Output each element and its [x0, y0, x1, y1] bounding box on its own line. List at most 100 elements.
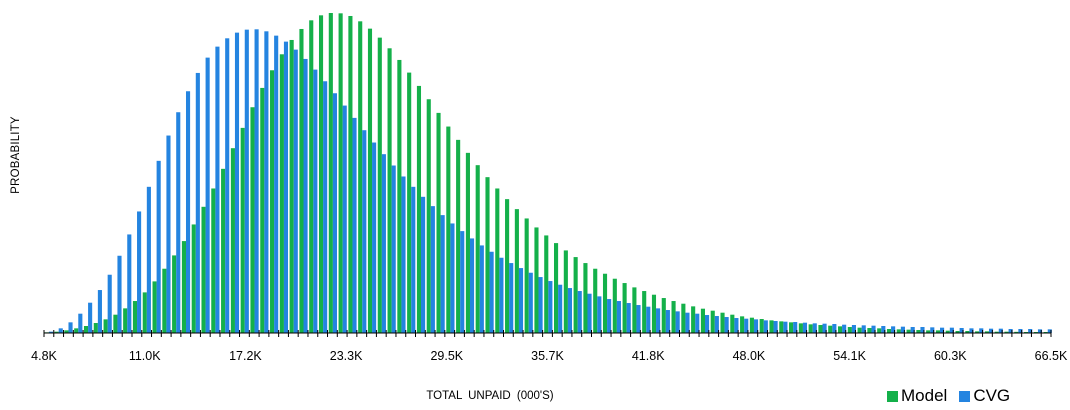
bar-model-43: [465, 152, 470, 333]
bar-model-61: [642, 291, 647, 333]
bar-model-34: [377, 37, 382, 333]
bar-cvg-94: [969, 328, 974, 333]
bar-cvg-17: [215, 46, 220, 333]
bar-cvg-76: [793, 322, 798, 333]
bar-model-27: [309, 20, 314, 333]
bar-model-19: [230, 148, 235, 333]
bar-model-72: [749, 317, 754, 333]
bar-model-53: [563, 250, 568, 333]
bar-cvg-6: [107, 274, 112, 333]
bar-cvg-10: [146, 186, 151, 333]
bar-cvg-53: [567, 288, 573, 333]
bar-cvg-39: [430, 206, 435, 333]
x-tick-label: 60.3K: [934, 349, 967, 363]
bar-cvg-24: [283, 41, 289, 333]
bar-model-18: [221, 168, 226, 333]
bar-model-57: [602, 273, 608, 333]
bar-cvg-12: [166, 135, 171, 333]
bar-model-92: [945, 330, 950, 333]
bar-model-65: [681, 303, 686, 333]
bar-model-60: [632, 287, 637, 333]
x-tick-label: 54.1K: [833, 349, 866, 363]
bar-model-15: [191, 224, 196, 333]
bar-cvg-26: [303, 58, 308, 333]
bar-model-46: [495, 188, 500, 333]
bar-model-64: [671, 301, 676, 333]
bar-model-12: [162, 268, 167, 333]
bar-cvg-3: [78, 313, 83, 333]
bar-model-76: [789, 322, 794, 333]
bar-cvg-28: [323, 81, 328, 333]
bar-model-9: [132, 301, 138, 333]
bar-cvg-83: [861, 325, 866, 333]
bar-model-62: [651, 294, 657, 333]
bar-cvg-55: [587, 293, 592, 333]
legend-item-cvg: CVG: [959, 386, 1010, 406]
bar-cvg-70: [734, 318, 739, 333]
bar-cvg-8: [127, 234, 132, 333]
bar-cvg-60: [636, 305, 641, 333]
bar-model-41: [446, 126, 451, 333]
bar-cvg-43: [469, 238, 475, 333]
bar-model-70: [730, 314, 735, 333]
bar-model-75: [779, 321, 784, 333]
bar-cvg-37: [411, 186, 416, 333]
x-tick-label: 29.5K: [430, 349, 463, 363]
x-tick-label: 17.2K: [229, 349, 262, 363]
bar-model-83: [857, 327, 862, 333]
x-tick-label: 41.8K: [632, 349, 665, 363]
bar-cvg-5: [97, 290, 102, 333]
bar-model-89: [916, 330, 921, 333]
bar-cvg-71: [744, 318, 749, 333]
bar-cvg-42: [460, 231, 465, 333]
bar-model-82: [847, 327, 852, 333]
bar-cvg-78: [812, 323, 817, 333]
y-axis-label-wrap: PROBABILITY: [9, 95, 23, 215]
bar-model-67: [700, 308, 705, 333]
x-tick-labels-group: 4.8K 11.0K 17.2K 23.3K 29.5K 35.7K 41.8K 48.0K 5…: [31, 349, 1068, 363]
bar-cvg-20: [244, 29, 249, 334]
bar-cvg-62: [656, 308, 661, 333]
bar-model-24: [279, 54, 284, 333]
legend-swatch-cvg: [959, 390, 971, 402]
bar-cvg-18: [225, 38, 230, 334]
bar-cvg-65: [685, 312, 690, 333]
bar-model-50: [534, 227, 539, 333]
bar-cvg-35: [391, 165, 396, 333]
bar-model-36: [397, 59, 402, 333]
bar-model-51: [544, 235, 549, 333]
bar-cvg-51: [548, 281, 553, 333]
bar-cvg-68: [714, 316, 719, 333]
bar-model-40: [436, 112, 441, 333]
x-ticks-group: [43, 330, 1052, 337]
bar-cvg-73: [763, 320, 768, 333]
bar-model-58: [612, 278, 617, 333]
bar-model-84: [867, 328, 872, 333]
bar-model-93: [955, 331, 960, 333]
bar-cvg-25: [293, 49, 298, 333]
bar-model-56: [593, 268, 598, 333]
bar-model-31: [348, 15, 353, 334]
bar-model-71: [740, 316, 745, 333]
bar-cvg-44: [479, 245, 484, 333]
bar-model-39: [426, 99, 431, 334]
bar-model-16: [201, 206, 206, 333]
bar-cvg-52: [558, 284, 563, 333]
bar-cvg-22: [264, 31, 269, 334]
x-tick-label: 11.0K: [129, 349, 161, 363]
bar-cvg-9: [137, 211, 142, 333]
bar-model-25: [289, 39, 294, 333]
bar-model-63: [661, 298, 666, 333]
bar-cvg-91: [940, 327, 945, 333]
bar-cvg-21: [254, 29, 259, 334]
bar-model-98: [1004, 331, 1009, 333]
bar-model-44: [475, 165, 480, 333]
bar-model-2: [64, 330, 69, 333]
bar-cvg-100: [1028, 329, 1033, 333]
bar-model-95: [975, 331, 980, 333]
bar-cvg-31: [352, 117, 357, 333]
bar-model-17: [211, 188, 216, 333]
bar-model-87: [896, 329, 901, 333]
bar-model-74: [769, 320, 774, 333]
bar-cvg-82: [851, 325, 856, 333]
